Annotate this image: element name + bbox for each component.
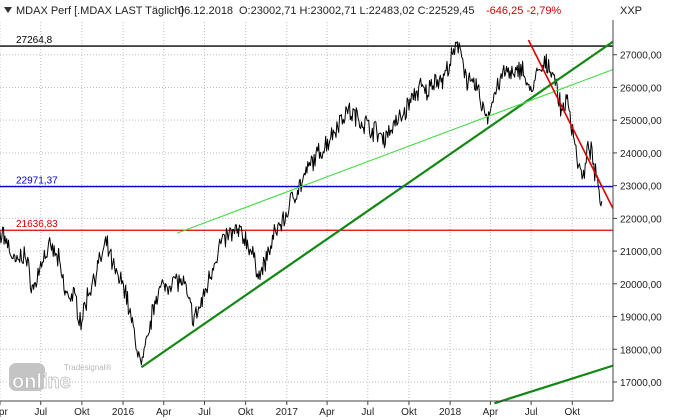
x-axis: Apr Jul Okt 2016 Apr Jul Okt 2017 Apr Jul Okt 2018 A… <box>0 401 580 418</box>
x-tick-label: Jul <box>361 407 374 418</box>
y-tick-label: 22000,00 <box>620 214 662 225</box>
y-tick-label: 26000,00 <box>620 83 662 94</box>
header-description: MDAX Perf [.MDAX LAST Täglich] <box>16 5 184 17</box>
trendline-green-lower <box>494 364 614 405</box>
logo-brand-small: Tradesignal® <box>64 363 112 372</box>
x-tick-label: Jul <box>198 407 211 418</box>
y-tick-label: 25000,00 <box>620 116 662 127</box>
logo-brand-big: online <box>12 371 71 393</box>
x-tick-label: Apr <box>483 407 499 418</box>
x-tick-label: 2016 <box>112 407 135 418</box>
x-tick-label: Okt <box>565 407 581 418</box>
price-line <box>0 41 603 366</box>
y-tick-label: 17000,00 <box>620 378 662 389</box>
collapse-triangle-icon[interactable] <box>4 7 12 13</box>
x-tick-label: Jul <box>34 407 47 418</box>
horizontal-levels: 27264,8 22971,37 21636,83 <box>0 35 613 231</box>
trendline-green-thin <box>176 68 614 234</box>
x-tick-label: Okt <box>74 407 90 418</box>
trendline-red-down <box>527 39 614 209</box>
y-tick-label: 21000,00 <box>620 247 662 258</box>
x-tick-label: Apr <box>319 407 335 418</box>
axis-symbol-label: XXP <box>620 5 642 17</box>
y-tick-label: 27000,00 <box>620 51 662 62</box>
level-label: 21636,83 <box>16 219 58 230</box>
level-label: 27264,8 <box>16 35 53 46</box>
y-tick-label: 24000,00 <box>620 149 662 160</box>
tradesignal-logo: Tradesignal® online <box>9 363 112 393</box>
trend-lines <box>140 39 614 405</box>
level-label: 22971,37 <box>16 176 58 187</box>
y-tick-label: 18000,00 <box>620 345 662 356</box>
y-tick-label: 20000,00 <box>620 280 662 291</box>
y-tick-label: 19000,00 <box>620 313 662 324</box>
x-tick-label: 2017 <box>276 407 299 418</box>
x-tick-label: Okt <box>401 407 417 418</box>
x-tick-label: 2018 <box>439 407 462 418</box>
logo-box <box>9 363 45 391</box>
header-change: -646,25 -2,79% <box>486 5 561 17</box>
header-date: 06.12.2018 <box>178 5 233 17</box>
x-tick-label: Jul <box>525 407 538 418</box>
grid <box>0 22 613 400</box>
x-tick-label: Apr <box>156 407 172 418</box>
y-tick-label: 23000,00 <box>620 182 662 193</box>
chart-header: MDAX Perf [.MDAX LAST Täglich] 06.12.201… <box>0 0 680 20</box>
header-bg <box>0 0 680 20</box>
y-axis: 17000,00 18000,00 19000,00 20000,00 21000,00… <box>613 51 662 389</box>
trendline-green-long <box>140 40 614 369</box>
x-tick-label: Apr <box>0 407 8 418</box>
header-ohlc: O:23002,71 H:23002,71 L:22483,02 C:22529… <box>239 5 474 17</box>
x-tick-label: Okt <box>238 407 254 418</box>
price-series <box>0 41 603 366</box>
